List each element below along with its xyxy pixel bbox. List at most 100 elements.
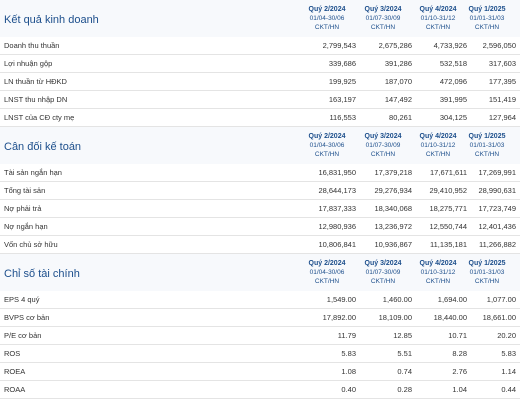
table-row: [0, 291, 520, 309]
cell-value: 18,661.00: [482, 313, 516, 322]
section-title: Kết quả kinh doanh: [4, 14, 99, 26]
column-header: CKT/HN: [425, 278, 451, 285]
table-row: [0, 345, 520, 363]
cell-value: 2,596,050: [482, 41, 516, 50]
cell-value: 1.08: [341, 367, 356, 376]
cell-value: 5.83: [341, 349, 356, 358]
cell-value: 10.71: [448, 331, 467, 340]
cell-value: 20.20: [497, 331, 516, 340]
column-header: CKT/HN: [314, 151, 340, 158]
column-header: 01/01-31/03: [469, 142, 505, 149]
cell-value: 2.76: [452, 367, 467, 376]
column-header: Quý 1/2025: [468, 133, 506, 140]
cell-value: 127,964: [488, 113, 516, 122]
column-header: Quý 2/2024: [308, 6, 346, 13]
column-header: 01/04-30/06: [309, 15, 345, 22]
cell-value: 80,261: [389, 113, 412, 122]
column-header: Quý 4/2024: [419, 133, 457, 140]
column-header: CKT/HN: [425, 24, 451, 31]
column-header: CKT/HN: [314, 24, 340, 31]
column-header: CKT/HN: [370, 278, 396, 285]
cell-value: 2,675,286: [378, 41, 412, 50]
column-header: CKT/HN: [370, 151, 396, 158]
cell-value: 177,395: [488, 77, 516, 86]
cell-value: 17,837,333: [318, 204, 356, 213]
cell-value: 10,936,867: [374, 240, 412, 249]
cell-value: 13,236,972: [374, 222, 412, 231]
row-label: Lợi nhuận gộp: [4, 59, 53, 68]
cell-value: 12,550,744: [429, 222, 467, 231]
cell-value: 532,518: [439, 59, 467, 68]
column-header: 01/10-31/12: [420, 142, 456, 149]
row-label: Tài sản ngắn hạn: [4, 168, 62, 177]
cell-value: 1,077.00: [486, 295, 516, 304]
column-header: Quý 3/2024: [364, 133, 402, 140]
cell-value: 18,275,771: [429, 204, 467, 213]
column-header: 01/07-30/09: [365, 269, 401, 276]
table-row: [0, 363, 520, 381]
cell-value: 116,553: [329, 113, 356, 122]
cell-value: 29,276,934: [374, 186, 412, 195]
table-row: [0, 73, 520, 91]
cell-value: 18,440.00: [433, 313, 467, 322]
table-row: [0, 91, 520, 109]
column-header: Quý 1/2025: [468, 6, 506, 13]
cell-value: 0.44: [501, 385, 516, 394]
cell-value: 1,694.00: [437, 295, 467, 304]
column-header: 01/01-31/03: [469, 269, 505, 276]
cell-value: 17,269,991: [478, 168, 516, 177]
cell-value: 11,266,882: [479, 240, 516, 249]
table-row: [0, 109, 520, 127]
cell-value: 1,549.00: [326, 295, 356, 304]
section-header: [0, 127, 520, 164]
cell-value: 5.51: [397, 349, 412, 358]
column-header: 01/10-31/12: [420, 15, 456, 22]
cell-value: 339,686: [328, 59, 356, 68]
row-label: Nợ ngắn hạn: [4, 222, 48, 231]
cell-value: 391,286: [384, 59, 412, 68]
row-label: LN thuần từ HĐKD: [4, 77, 67, 86]
column-header: Quý 4/2024: [419, 260, 457, 267]
cell-value: 10,806,841: [318, 240, 356, 249]
cell-value: 17,379,218: [374, 168, 412, 177]
column-header: Quý 3/2024: [364, 6, 402, 13]
cell-value: 1.14: [501, 367, 516, 376]
section-title: Chỉ số tài chính: [4, 268, 80, 280]
table-row: [0, 327, 520, 345]
column-header: 01/07-30/09: [365, 15, 401, 22]
cell-value: 163,197: [328, 95, 356, 104]
row-label: ROEA: [4, 367, 26, 376]
cell-value: 317,603: [488, 59, 516, 68]
column-header: Quý 2/2024: [308, 260, 346, 267]
column-header: CKT/HN: [474, 24, 500, 31]
cell-value: 8.28: [452, 349, 467, 358]
table-row: [0, 55, 520, 73]
row-label: ROS: [4, 349, 21, 358]
cell-value: 1,460.00: [382, 295, 412, 304]
cell-value: 28,644,173: [318, 186, 356, 195]
cell-value: 199,925: [328, 77, 356, 86]
column-header: 01/04-30/06: [309, 142, 345, 149]
table-row: [0, 236, 520, 254]
section-header: [0, 254, 520, 291]
column-header: Quý 2/2024: [308, 133, 346, 140]
column-header: 01/07-30/09: [365, 142, 401, 149]
cell-value: 147,492: [384, 95, 412, 104]
cell-value: 151,419: [488, 95, 516, 104]
column-header: CKT/HN: [474, 278, 500, 285]
cell-value: 1.04: [452, 385, 467, 394]
table-row: [0, 200, 520, 218]
cell-value: 0.74: [397, 367, 412, 376]
table-row: [0, 218, 520, 236]
cell-value: 0.40: [341, 385, 356, 394]
cell-value: 2,799,543: [322, 41, 356, 50]
column-header: Quý 1/2025: [468, 260, 506, 267]
cell-value: 304,125: [439, 113, 467, 122]
column-header: CKT/HN: [474, 151, 500, 158]
cell-value: 11,135,181: [430, 240, 467, 249]
table-row: [0, 164, 520, 182]
cell-value: 18,340,068: [374, 204, 412, 213]
row-label: ROAA: [4, 385, 26, 394]
cell-value: 391,995: [439, 95, 467, 104]
